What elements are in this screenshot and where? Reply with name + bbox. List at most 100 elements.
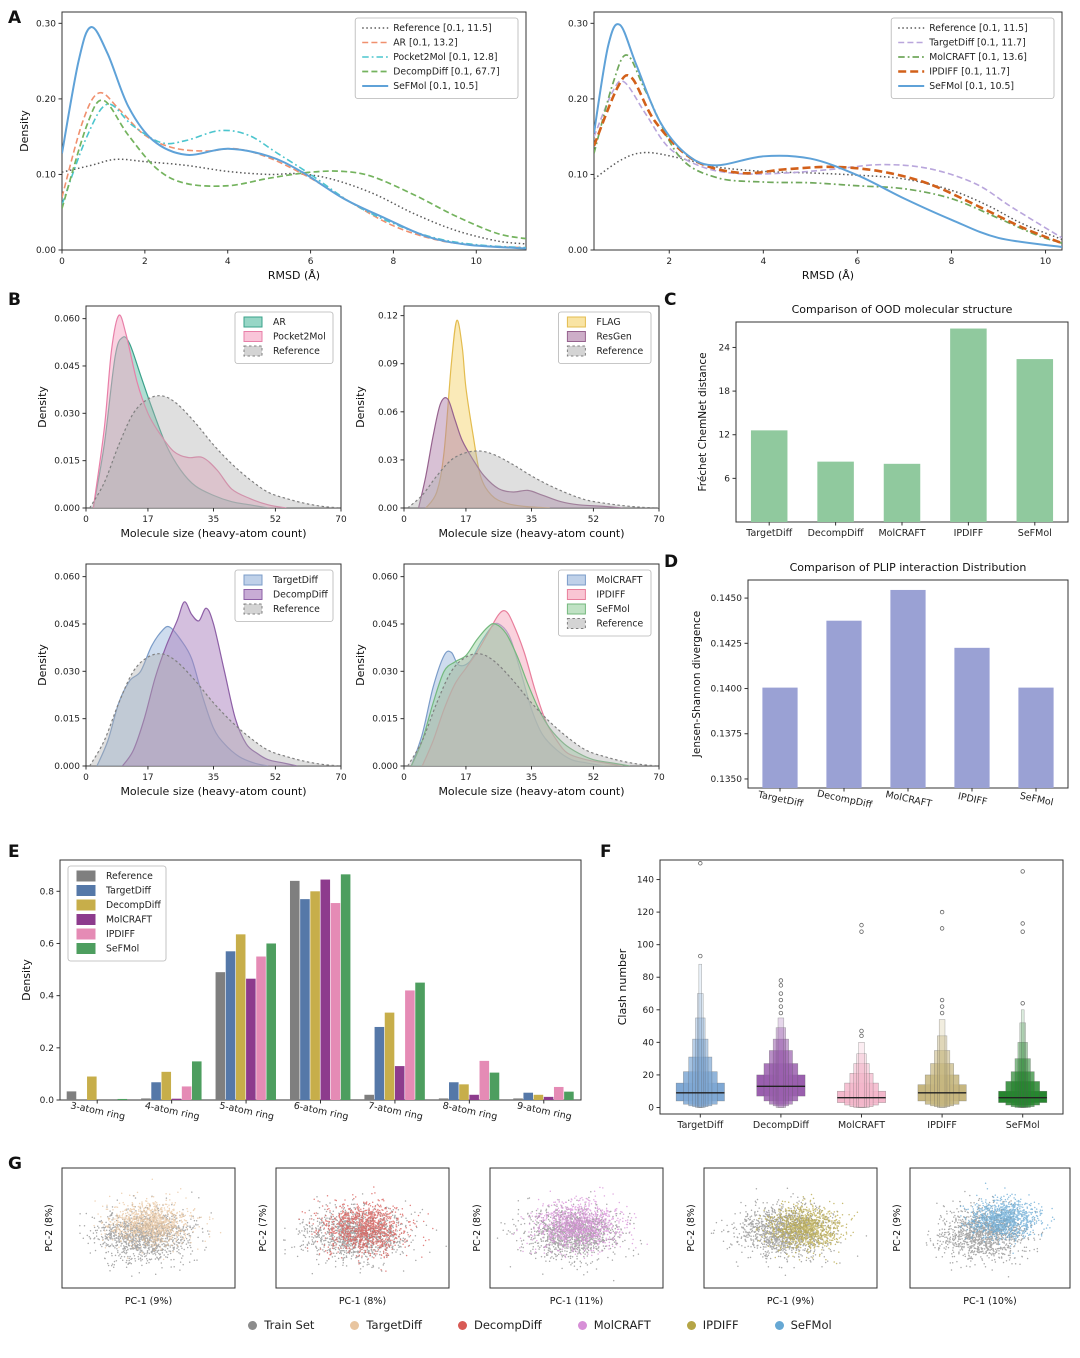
pca-scatter-molcraft: PC-1 (11%) PC-2 (8%) [472,1167,664,1307]
svg-text:FLAG: FLAG [596,317,620,328]
svg-text:SeFMol [0.1, 10.5]: SeFMol [0.1, 10.5] [393,81,478,92]
svg-text:Density: Density [18,110,31,152]
svg-text:0: 0 [59,257,65,267]
svg-text:0.060: 0.060 [372,573,398,583]
svg-text:0.1350: 0.1350 [711,775,743,785]
svg-text:0.000: 0.000 [54,762,80,772]
svg-text:24: 24 [719,343,731,353]
svg-text:Density: Density [36,644,49,686]
svg-text:4: 4 [760,257,766,267]
svg-text:10: 10 [1040,257,1052,267]
panel-label-b: B [8,290,21,310]
svg-text:TargetDiff [0.1, 11.7]: TargetDiff [0.1, 11.7] [928,38,1026,49]
svg-text:52: 52 [270,773,281,783]
svg-text:40: 40 [643,1038,655,1048]
svg-text:Reference: Reference [273,346,320,357]
molsize-kde-ar-pocket2mol: 0.000 0.015 0.030 0.045 0.060 0 17 35 52 70 Molecu… [36,305,347,540]
svg-text:PC-1 (9%): PC-1 (9%) [767,1296,814,1307]
svg-text:9-atom ring: 9-atom ring [516,1100,573,1122]
svg-text:70: 70 [653,773,665,783]
svg-text:0.030: 0.030 [54,409,80,419]
svg-text:0.20: 0.20 [568,95,588,105]
legend-item-train-set: Train Set [248,1318,314,1332]
svg-text:0.00: 0.00 [568,246,588,256]
svg-text:0.000: 0.000 [372,762,398,772]
svg-text:0.10: 0.10 [36,170,56,180]
legend-label: Train Set [264,1318,315,1332]
svg-text:0.1375: 0.1375 [711,730,743,740]
svg-text:Molecule size (heavy-atom coun: Molecule size (heavy-atom count) [120,785,306,798]
svg-text:0.12: 0.12 [378,312,398,322]
svg-text:0.015: 0.015 [54,457,80,467]
svg-text:0.045: 0.045 [372,620,398,630]
svg-text:0.2: 0.2 [40,1044,54,1054]
ring-size-grouped-bar-chart: 0.0 0.2 0.4 0.6 0.8 3-atom ring 4-atom ring 5-a… [20,859,582,1123]
svg-text:SeFMol: SeFMol [106,944,139,955]
svg-text:MolCRAFT: MolCRAFT [596,575,642,586]
svg-text:Pocket2Mol [0.1, 12.8]: Pocket2Mol [0.1, 12.8] [393,52,497,63]
svg-text:0.060: 0.060 [54,573,80,583]
legend-item-molcraft: MolCRAFT [577,1318,651,1332]
legend-item-decompdiff: DecompDiff [457,1318,542,1332]
svg-text:4: 4 [225,257,231,267]
svg-text:17: 17 [460,773,471,783]
ood-structure-bar-chart: 6 12 18 24 TargetDiff DecompDiff MolCRAFT IPDIF… [697,303,1069,539]
svg-text:Fréchet ChemNet distance: Fréchet ChemNet distance [697,352,709,491]
svg-text:0.0: 0.0 [40,1096,55,1106]
svg-text:MolCRAFT: MolCRAFT [878,528,925,539]
svg-text:TargetDiff: TargetDiff [105,886,152,897]
clash-number-boxen-chart: 0 20 40 60 80 100 120 140 TargetDiff DecompDiff Mo… [616,859,1064,1131]
svg-text:2: 2 [142,257,148,267]
svg-text:0.09: 0.09 [378,360,398,370]
svg-text:35: 35 [526,515,537,525]
molsize-kde-molcraft-ipdiff-sefmol: 0.000 0.015 0.030 0.045 0.060 0 17 35 52 70 Molecu… [354,563,665,798]
svg-text:6-atom ring: 6-atom ring [293,1100,350,1122]
svg-text:0: 0 [401,515,407,525]
svg-text:Density: Density [354,386,367,428]
svg-text:0.045: 0.045 [54,362,80,372]
svg-text:0.00: 0.00 [378,504,398,514]
svg-text:Reference [0.1, 11.5]: Reference [0.1, 11.5] [393,23,491,34]
svg-text:0.20: 0.20 [36,95,56,105]
svg-text:TargetDiff: TargetDiff [756,789,805,810]
rmsd-density-chart-left: 0.00 0.10 0.20 0.30 0 2 4 6 8 10 RMSD (Å) Density Re… [18,11,527,282]
rmsd-density-chart-right: 0.00 0.10 0.20 0.30 2 4 6 8 10 RMSD (Å) Reference … [568,11,1063,282]
svg-text:MolCRAFT: MolCRAFT [838,1120,885,1131]
svg-text:0.00: 0.00 [36,246,56,256]
legend-item-targetdiff: TargetDiff [350,1318,422,1332]
svg-text:3-atom ring: 3-atom ring [69,1100,126,1122]
svg-text:SeFMol: SeFMol [1006,1120,1040,1131]
legend-dot-icon [577,1320,587,1330]
svg-text:0: 0 [83,773,89,783]
svg-text:IPDIFF: IPDIFF [106,929,135,940]
svg-text:IPDIFF: IPDIFF [954,528,984,539]
svg-text:Reference [0.1, 11.5]: Reference [0.1, 11.5] [929,23,1027,34]
svg-text:35: 35 [526,773,537,783]
svg-text:IPDIFF: IPDIFF [927,1120,957,1131]
svg-text:PC-2 (8%): PC-2 (8%) [686,1204,697,1251]
legend-item-sefmol: SeFMol [774,1318,832,1332]
panel-label-g: G [8,1154,22,1174]
svg-text:0: 0 [648,1103,654,1113]
svg-text:IPDIFF [0.1, 11.7]: IPDIFF [0.1, 11.7] [929,67,1010,78]
legend-label: MolCRAFT [593,1318,651,1332]
svg-text:DecompDiff: DecompDiff [273,590,328,601]
svg-text:Reference: Reference [596,619,643,630]
svg-text:0.6: 0.6 [40,939,55,949]
svg-text:4-atom ring: 4-atom ring [144,1100,201,1122]
svg-text:6: 6 [855,257,861,267]
svg-text:0.30: 0.30 [36,19,56,29]
svg-text:0.03: 0.03 [378,456,398,466]
svg-text:0: 0 [401,773,407,783]
svg-text:DecompDiff [0.1, 67.7]: DecompDiff [0.1, 67.7] [393,67,499,78]
legend-dot-icon [350,1320,360,1330]
svg-text:Clash number: Clash number [616,948,629,1025]
svg-text:0.1425: 0.1425 [711,639,743,649]
svg-text:MolCRAFT: MolCRAFT [106,915,152,926]
pca-scatter-decompdiff: PC-1 (8%) PC-2 (7%) [258,1167,450,1307]
svg-text:SeFMol: SeFMol [1018,528,1052,539]
svg-text:52: 52 [588,773,599,783]
svg-text:17: 17 [142,773,153,783]
molsize-kde-targetdiff-decompdiff: 0.000 0.015 0.030 0.045 0.060 0 17 35 52 70 Molecu… [36,563,347,798]
